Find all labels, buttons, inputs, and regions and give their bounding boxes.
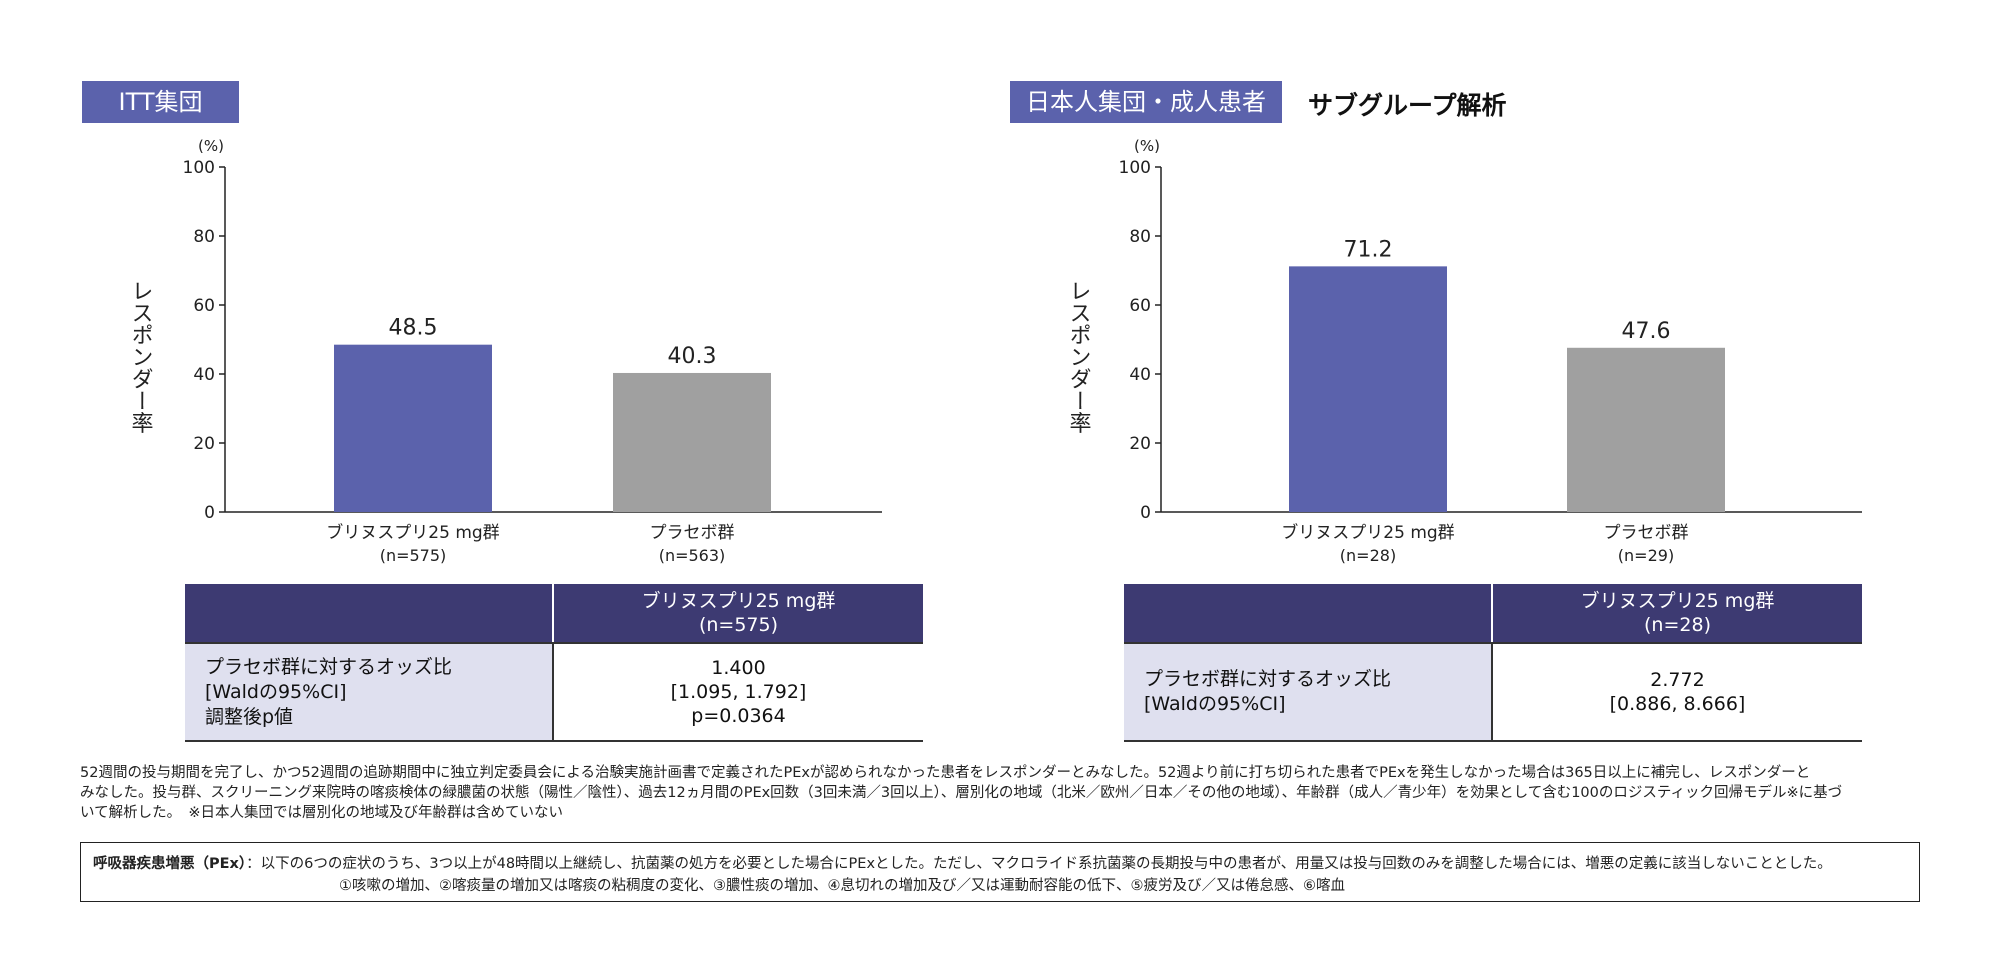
x-category-n: (n=29) xyxy=(1618,546,1674,565)
table-header-treatment: ブリヌスプリ25 mg群 (n=575) xyxy=(553,584,923,644)
y-tick-label: 20 xyxy=(193,434,215,454)
table-header-blank xyxy=(1124,584,1493,644)
bar-value-label: 71.2 xyxy=(1344,237,1393,262)
row-label-line: 調整後p値 xyxy=(205,705,294,728)
y-tick-label: 100 xyxy=(1119,158,1151,178)
y-tick-label: 20 xyxy=(1129,434,1151,454)
x-category-label: ブリヌスプリ25 mg群 xyxy=(326,522,499,543)
bar xyxy=(1289,266,1447,512)
y-tick-label: 100 xyxy=(183,158,215,178)
definition-term: 呼吸器疾患増悪（PEx） xyxy=(93,856,247,872)
footnote-line: みなした。投与群、スクリーニング来院時の喀痰検体の緑膿菌の状態（陽性／陰性）、過… xyxy=(80,785,1843,801)
bar-chart-itt: (%) 0 20 40 60 80 100 レスポンダー率 48.5 ブリヌスプリ25 mg群 (n… xyxy=(128,137,882,565)
panel-label-japanese: 日本人集団・成人患者 xyxy=(1010,81,1282,123)
x-category-n: (n=563) xyxy=(659,546,726,565)
bar xyxy=(613,372,771,512)
x-category-label: プラセボ群 xyxy=(1604,523,1689,543)
value-line: 1.400 xyxy=(711,657,766,679)
odds-ratio-table-japanese: ブリヌスプリ25 mg群 (n=28) プラセボ群に対するオッズ比 [Waldの… xyxy=(1124,584,1862,742)
table-header-n: (n=28) xyxy=(1644,614,1711,636)
x-category-label: ブリヌスプリ25 mg群 xyxy=(1281,522,1454,543)
y-tick-label: 0 xyxy=(204,503,215,523)
panel-label-itt: ITT集団 xyxy=(82,81,239,123)
row-label-line: プラセボ群に対するオッズ比 xyxy=(1144,668,1392,690)
footnote-line: いて解析した。 ※日本人集団では層別化の地域及び年齢群は含めていない xyxy=(80,805,563,821)
y-axis-label: レスポンダー率 xyxy=(128,280,153,434)
row-label-line: プラセボ群に対するオッズ比 xyxy=(205,655,453,678)
y-tick-label: 80 xyxy=(193,227,215,247)
y-unit-label: (%) xyxy=(1134,137,1160,155)
odds-ratio-table-itt: ブリヌスプリ25 mg群 (n=575) プラセボ群に対するオッズ比 [Wald… xyxy=(185,584,923,742)
y-tick-label: 40 xyxy=(1129,365,1151,385)
definition-line: 呼吸器疾患増悪（PEx）：以下の6つの症状のうち、3つ以上が48時間以上継続し、… xyxy=(93,852,1832,873)
value-line: 2.772 xyxy=(1650,669,1705,691)
table-header-blank xyxy=(185,584,554,644)
definition-text: ：以下の6つの症状のうち、3つ以上が48時間以上継続し、抗菌薬の処方を必要とした… xyxy=(246,856,1832,872)
footnote: 52週間の投与期間を完了し、かつ52週間の追跡期間中に独立判定委員会による治験実… xyxy=(80,763,1930,823)
table-header-line: ブリヌスプリ25 mg群 xyxy=(1580,590,1775,612)
bar-value-label: 48.5 xyxy=(389,316,438,341)
table-row-value: 1.400 [1.095, 1.792] p=0.0364 xyxy=(553,643,923,742)
footnote-line: 52週間の投与期間を完了し、かつ52週間の追跡期間中に独立判定委員会による治験実… xyxy=(80,765,1811,781)
table-header-n: (n=575) xyxy=(698,614,779,636)
y-tick-label: 60 xyxy=(1129,296,1151,316)
y-tick-label: 80 xyxy=(1129,227,1151,247)
row-label-line: [Waldの95%CI] xyxy=(205,680,347,703)
y-tick-label: 0 xyxy=(1140,503,1151,523)
table-row-value: 2.772 [0.886, 8.666] xyxy=(1492,643,1862,742)
bar xyxy=(1567,347,1725,512)
value-line: p=0.0364 xyxy=(691,705,786,727)
table-row-label: プラセボ群に対するオッズ比 [Waldの95%CI] 調整後p値 xyxy=(185,643,554,742)
table-header-line: ブリヌスプリ25 mg群 xyxy=(641,590,836,612)
definition-symptoms: ①咳嗽の増加、②喀痰量の増加又は喀痰の粘稠度の変化、③膿性痰の増加、④息切れの増… xyxy=(339,878,1345,894)
bar-value-label: 40.3 xyxy=(668,344,717,369)
x-category-label: プラセボ群 xyxy=(650,523,735,543)
bar xyxy=(334,344,492,512)
y-tick-label: 40 xyxy=(193,365,215,385)
table-row-label: プラセボ群に対するオッズ比 [Waldの95%CI] xyxy=(1124,643,1493,742)
x-category-n: (n=28) xyxy=(1340,546,1396,565)
bar-chart-japanese: (%) 0 20 40 60 80 100 レスポンダー率 71.2 ブリヌスプリ25 mg群 (n… xyxy=(1066,137,1862,565)
value-line: [0.886, 8.666] xyxy=(1609,693,1746,715)
row-label-line: [Waldの95%CI] xyxy=(1144,693,1286,715)
y-tick-label: 60 xyxy=(193,296,215,316)
panel-subtitle: サブグループ解析 xyxy=(1308,91,1507,120)
bar-value-label: 47.6 xyxy=(1622,319,1671,344)
value-line: [1.095, 1.792] xyxy=(670,681,807,703)
y-unit-label: (%) xyxy=(198,137,224,155)
x-category-n: (n=575) xyxy=(380,546,447,565)
y-axis-label: レスポンダー率 xyxy=(1066,280,1091,434)
table-header-treatment: ブリヌスプリ25 mg群 (n=28) xyxy=(1492,584,1862,644)
pex-definition-box: 呼吸器疾患増悪（PEx）：以下の6つの症状のうち、3つ以上が48時間以上継続し、… xyxy=(80,842,1920,902)
